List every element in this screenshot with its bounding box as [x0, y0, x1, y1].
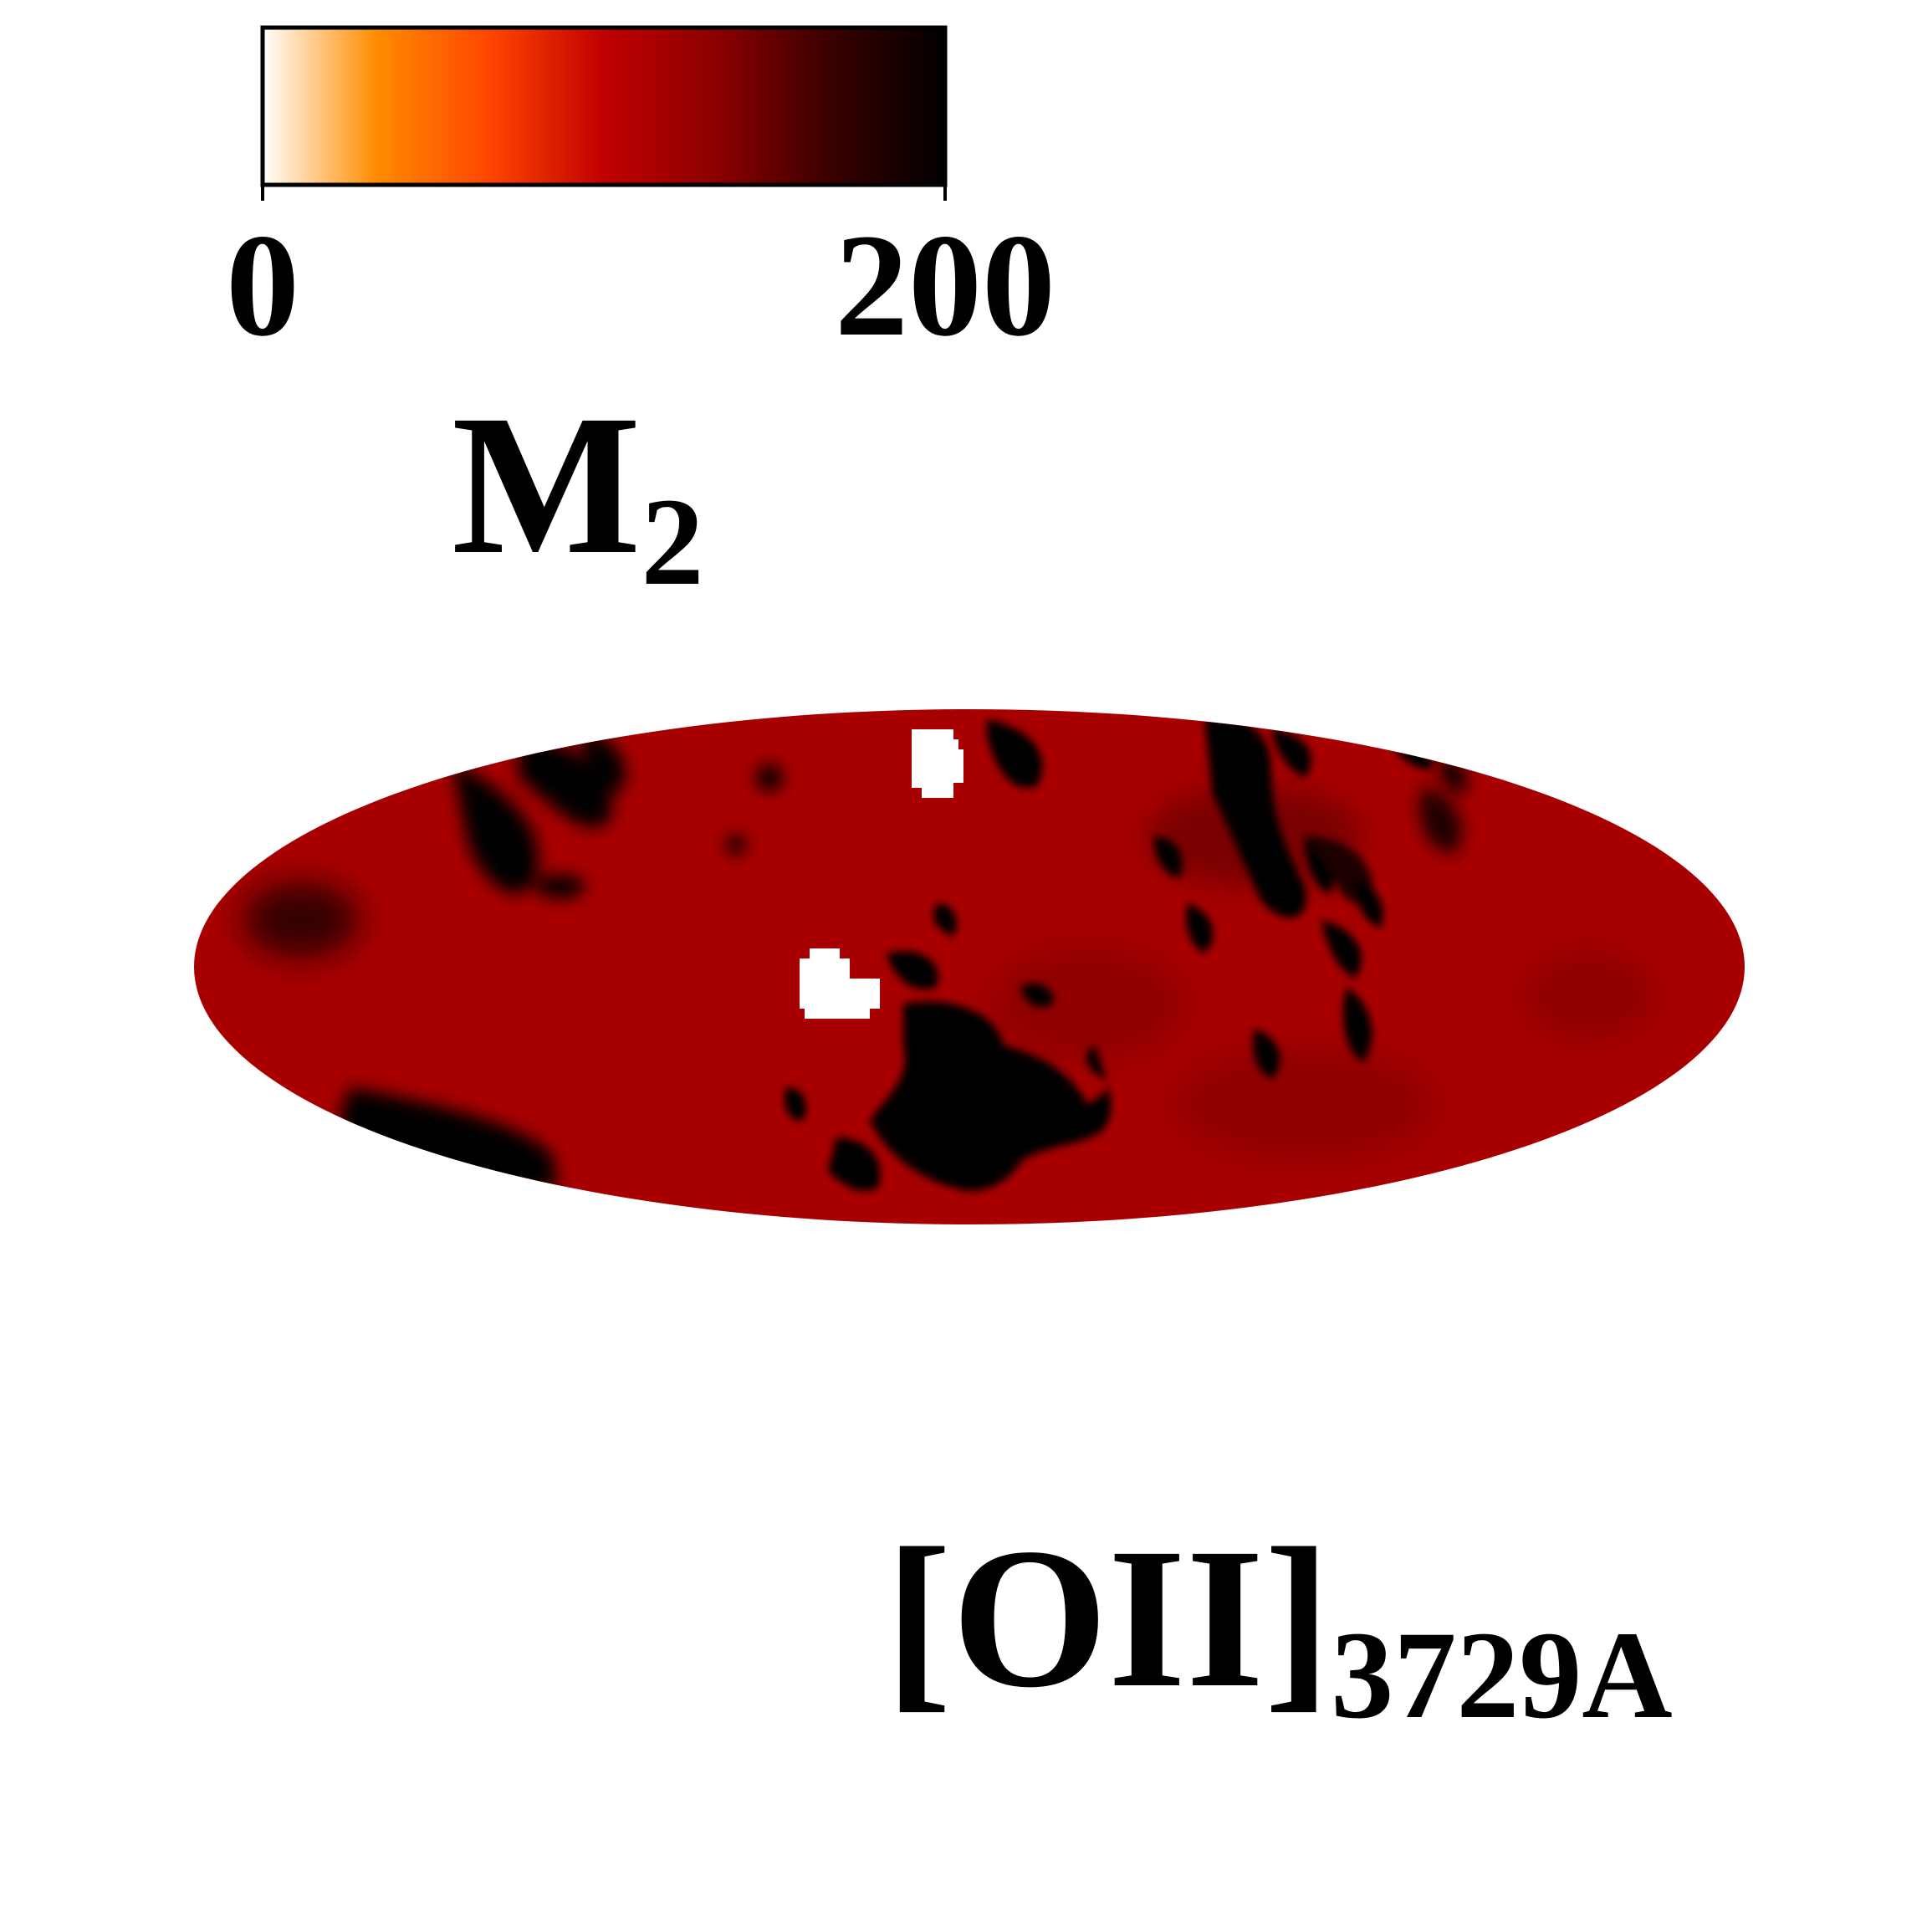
- masked-region-center: [800, 948, 880, 1019]
- colorbar: 0 200: [226, 25, 1055, 367]
- line-label-main: [OII]: [885, 1506, 1331, 1729]
- colorbar-label: M2: [452, 373, 704, 611]
- colorbar-fill: [260, 25, 948, 187]
- dark-complex-center: [785, 719, 1112, 1191]
- colorbar-tick-label-min: 0: [226, 204, 299, 367]
- line-label: [OII]3729A: [885, 1506, 1673, 1745]
- colorbar-tick-label-max: 200: [835, 204, 1055, 367]
- colorbar-label-sub: 2: [641, 473, 704, 611]
- sky-map: [194, 709, 1745, 1224]
- colorbar-label-main: M: [452, 373, 641, 595]
- dark-filaments-upper-left: [452, 728, 783, 898]
- masked-region-north: [912, 729, 963, 798]
- line-label-sub: 3729A: [1331, 1606, 1672, 1745]
